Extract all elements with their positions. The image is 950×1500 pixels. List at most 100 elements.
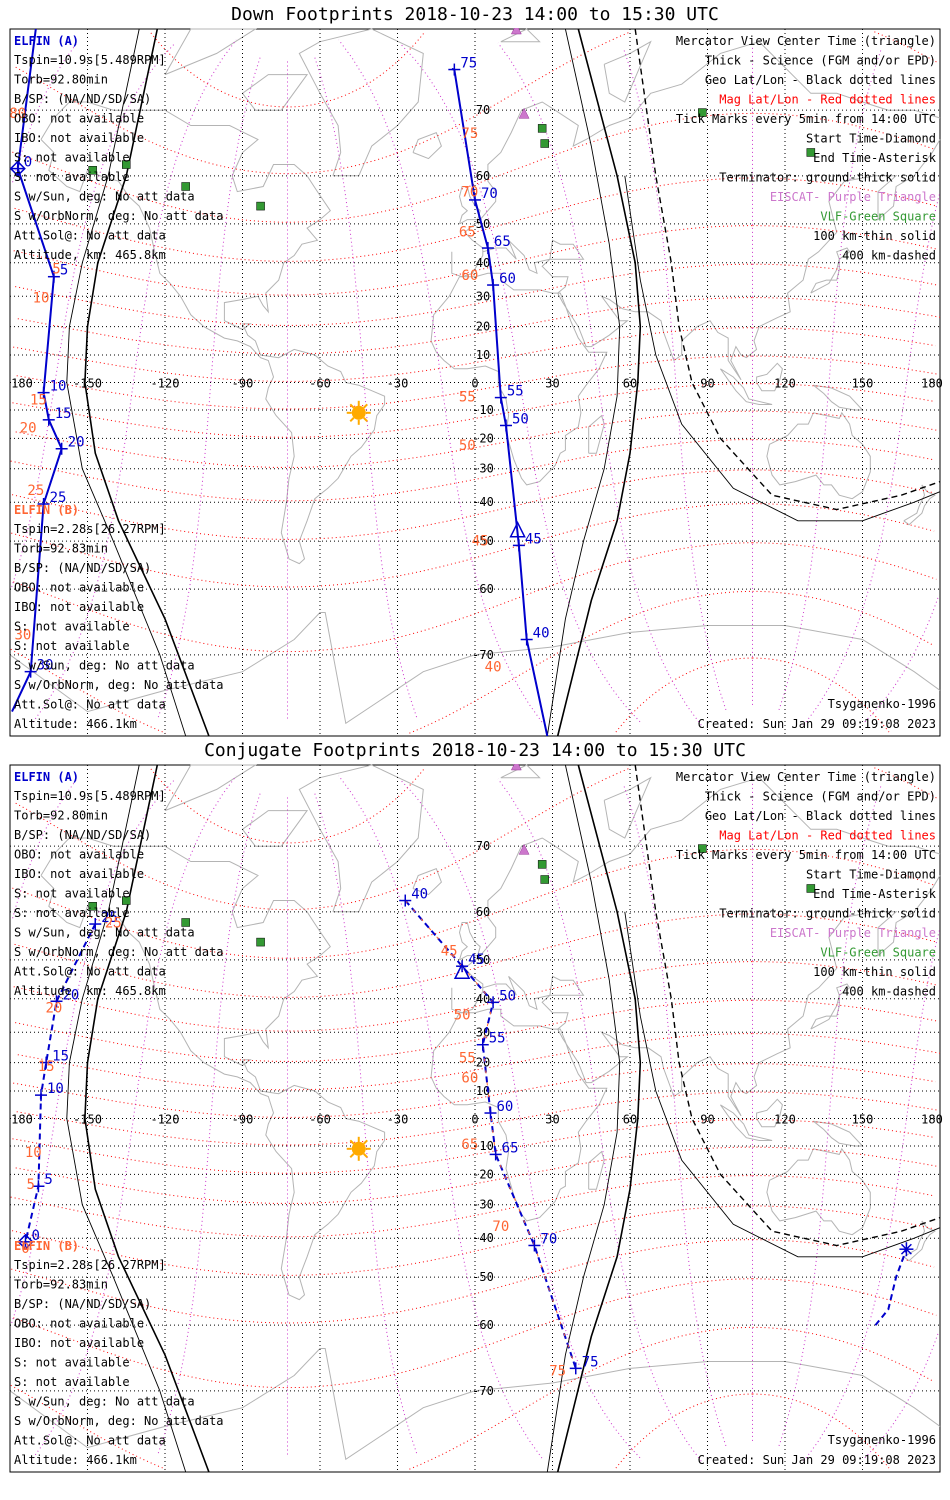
terminator-east xyxy=(556,28,642,737)
track-time-label: 0 xyxy=(32,1228,40,1244)
mag-parallel xyxy=(15,999,938,1062)
track-time-label: 15 xyxy=(52,1049,69,1065)
mag-parallel xyxy=(10,1326,935,1470)
coastline xyxy=(903,484,936,526)
terminator-east-arc xyxy=(624,175,941,522)
mag-time-label: 45 xyxy=(441,944,458,960)
mag-time-label: 45 xyxy=(472,533,489,549)
mag-parallel xyxy=(150,768,425,844)
mag-time-label: 70 xyxy=(461,185,478,201)
sun-disk xyxy=(351,405,366,420)
vlf-square-icon xyxy=(256,937,265,947)
elfin-a-info-line: Torb=92.80min xyxy=(14,809,108,823)
chart-title-conjugate: Conjugate Footprints 2018-10-23 14:00 to… xyxy=(204,740,746,761)
x-tick-label: 30 xyxy=(545,377,559,391)
terminator-west-100km xyxy=(66,764,187,1473)
sun-ray xyxy=(362,403,368,409)
legend-line: 400 km-dashed xyxy=(842,249,936,263)
sun-disk xyxy=(351,1141,366,1156)
model-label: Tsyganenko-1996 xyxy=(828,1433,936,1447)
x-tick-label: -60 xyxy=(309,1113,331,1127)
elfin-b-info-line: Torb=92.83min xyxy=(14,542,108,556)
x-tick-label: 120 xyxy=(774,1113,796,1127)
elfin-b-info-line: OBO: not available xyxy=(14,581,144,595)
coastline xyxy=(298,764,424,913)
track-time-label: 40 xyxy=(411,887,428,903)
track-time-label: 70 xyxy=(481,186,498,202)
elfin-a-info-line: Altitude, km: 465.8km xyxy=(14,984,166,998)
coastline xyxy=(756,362,783,392)
y-tick-label: -70 xyxy=(472,1384,494,1398)
sun-ray xyxy=(362,1153,368,1159)
model-label: Tsyganenko-1996 xyxy=(828,697,936,711)
coastline xyxy=(40,101,386,565)
mag-parallel xyxy=(15,31,937,175)
track-time-label: 40 xyxy=(533,626,550,642)
x-tick-label: 60 xyxy=(623,377,637,391)
vlf-square-icon xyxy=(540,139,549,148)
vlf-square-icon xyxy=(537,860,547,869)
coastline xyxy=(451,41,941,278)
legend-line: 100 km-thin solid xyxy=(813,229,936,243)
mag-parallel xyxy=(12,383,935,438)
mag-time-label: 80 xyxy=(9,106,26,122)
elfin-a-info-line: S: not available xyxy=(14,170,130,184)
mag-time-label: 75 xyxy=(549,1364,566,1380)
track-time-label: 45 xyxy=(525,531,542,547)
elfin-a-info-line: IBO: not available xyxy=(14,131,144,145)
asterisk-stroke xyxy=(900,1243,912,1255)
vlf-square-icon xyxy=(181,918,190,927)
legend-line: End Time-Asterisk xyxy=(813,151,937,165)
mag-time-label: 5 xyxy=(52,261,60,277)
coastline xyxy=(164,28,258,76)
sun-ray xyxy=(362,417,368,423)
elfin-b-info-line: S: not available xyxy=(14,1356,130,1370)
vlf-square-icon xyxy=(88,902,97,911)
y-tick-label: -40 xyxy=(472,495,494,509)
terminator-east-arc xyxy=(624,911,941,1258)
center-time-triangle-icon xyxy=(509,521,526,538)
y-tick-label: -30 xyxy=(472,462,494,476)
mag-parallel xyxy=(16,1091,940,1146)
legend-line: Geo Lat/Lon - Black dotted lines xyxy=(705,809,936,823)
created-label: Created: Sun Jan 29 09:19:08 2023 xyxy=(698,717,936,731)
terminator-400km xyxy=(634,764,941,1247)
elfin-b-info-line: S w/OrbNorm, deg: No att data xyxy=(14,1414,224,1428)
mag-time-label: 60 xyxy=(461,1071,478,1087)
mag-parallel xyxy=(11,469,935,540)
mag-parallel xyxy=(150,32,425,108)
y-tick-label: 70 xyxy=(476,103,490,117)
sun-ray xyxy=(349,1139,355,1145)
elfin-a-info-line: B/SP: (NA/ND/SD/SA) xyxy=(14,92,151,106)
y-tick-label: -50 xyxy=(472,534,494,548)
y-tick-label: -20 xyxy=(472,431,494,445)
elfin-a-info-line: S w/Sun, deg: No att data xyxy=(14,190,195,204)
track-time-label: 30 xyxy=(37,658,54,674)
mag-parallel xyxy=(15,263,938,326)
coastline xyxy=(588,1150,605,1190)
elfin-a-info-line: S: not available xyxy=(14,887,130,901)
y-tick-label: -30 xyxy=(472,1198,494,1212)
elfin-b-info-line: Torb=92.83min xyxy=(14,1278,108,1292)
mag-time-label: 65 xyxy=(461,1137,478,1153)
sun-ray xyxy=(362,1139,368,1145)
elfin-a-info-line: S w/Sun, deg: No att data xyxy=(14,926,195,940)
coastline xyxy=(766,411,871,500)
track-time-label: 5 xyxy=(60,263,68,279)
legend-line: Start Time-Diamond xyxy=(806,868,936,882)
coastline xyxy=(298,28,424,177)
elfin-b-info-line: Altitude: 466.1km xyxy=(14,717,137,731)
mag-grid xyxy=(10,31,941,734)
elfin-a-info-line: Att.Sol@: No att data xyxy=(14,965,166,979)
y-tick-label: -40 xyxy=(472,1231,494,1245)
track-time-label: 75 xyxy=(582,1354,599,1370)
mag-meridian xyxy=(399,42,641,723)
track-time-label: 70 xyxy=(540,1231,557,1247)
end-asterisk-icon xyxy=(899,1242,914,1257)
track-time-label: 10 xyxy=(47,1081,64,1097)
coastline xyxy=(458,922,481,961)
mag-time-label: 50 xyxy=(459,438,476,454)
mag-parallel xyxy=(13,542,937,653)
y-tick-label: 60 xyxy=(476,905,490,919)
terminator-east xyxy=(556,764,642,1473)
